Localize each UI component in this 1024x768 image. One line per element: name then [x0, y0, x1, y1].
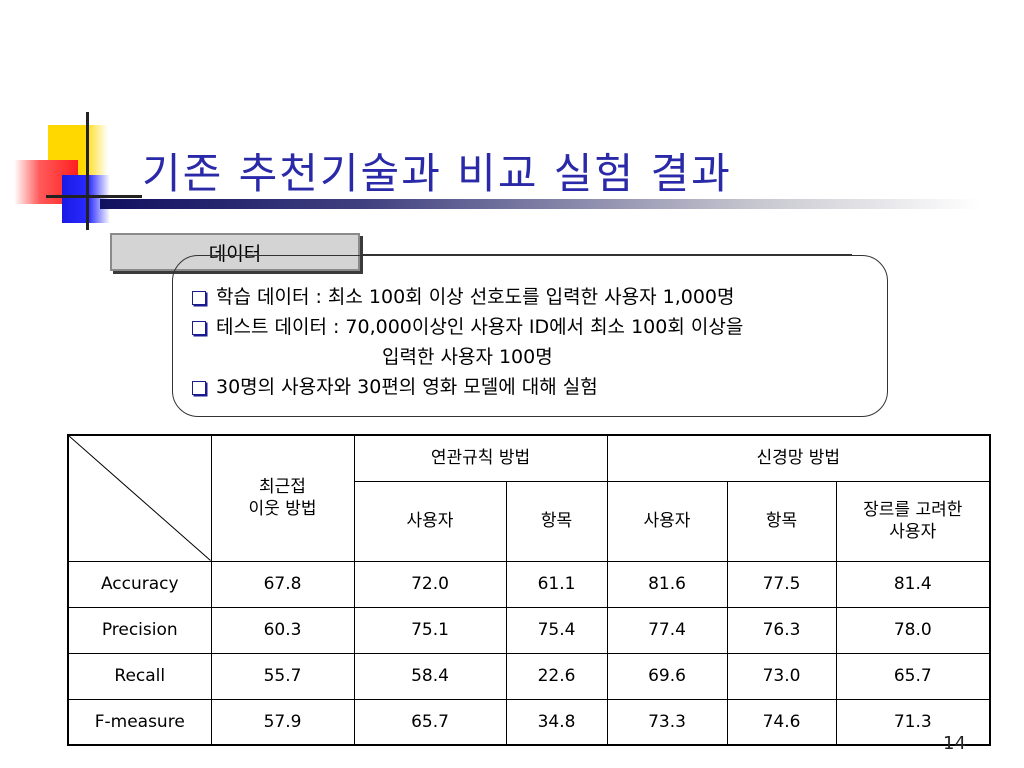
bullet-continuation: 입력한 사용자 100명 [190, 342, 743, 372]
table-cell: 74.6 [726, 698, 837, 746]
table-cell: 22.6 [505, 652, 608, 700]
tab-connector-line [362, 254, 852, 255]
bullet-continuation-text: 입력한 사용자 100명 [382, 346, 553, 368]
col-header-knn-line1: 최근접 [259, 477, 306, 498]
table-cell: 78.0 [835, 606, 991, 654]
page-title: 기존 추천기술과 비교 실험 결과 [142, 149, 732, 198]
table-cell: 71.3 [835, 698, 991, 746]
logo-horizontal-line [46, 195, 142, 198]
data-info-box [172, 255, 888, 417]
bullet-item: 30명의 사용자와 30편의 영화 모델에 대해 실험 [190, 372, 743, 402]
table-cell: 81.6 [606, 560, 728, 608]
checkbox-bullet-icon [192, 381, 206, 395]
col-header-genre-line1: 장르를 고려한 [863, 500, 963, 520]
table-cell: 69.6 [606, 652, 728, 700]
col-header-knn: 최근접 이웃 방법 [210, 434, 355, 562]
table-cell: 73.3 [606, 698, 728, 746]
table-row: Recall 55.7 58.4 22.6 69.6 73.0 65.7 [67, 652, 991, 700]
checkbox-bullet-icon [192, 291, 206, 305]
table-cell: 75.4 [505, 606, 608, 654]
table-cell: 58.4 [353, 652, 507, 700]
table-cell: 55.7 [210, 652, 355, 700]
table-cell: 67.8 [210, 560, 355, 608]
table-cell: 34.8 [505, 698, 608, 746]
logo-vertical-line [86, 112, 89, 230]
table-cell: 73.0 [726, 652, 837, 700]
table-cell: 77.5 [726, 560, 837, 608]
table-cell: 76.3 [726, 606, 837, 654]
row-label: F-measure [67, 698, 212, 746]
bullet-text: 학습 데이터 : 최소 100회 이상 선호도를 입력한 사용자 1,000명 [216, 286, 735, 308]
diagonal-line [69, 436, 211, 561]
table-cell: 75.1 [353, 606, 507, 654]
table-header-row: 최근접 이웃 방법 연관규칙 방법 신경망 방법 [67, 434, 991, 562]
table-cell: 72.0 [353, 560, 507, 608]
col-header-genre-line2: 사용자 [889, 522, 937, 542]
data-bullet-list: 학습 데이터 : 최소 100회 이상 선호도를 입력한 사용자 1,000명 … [190, 282, 743, 402]
bullet-item: 테스트 데이터 : 70,000이상인 사용자 ID에서 최소 100회 이상을 [190, 312, 743, 342]
bullet-item: 학습 데이터 : 최소 100회 이상 선호도를 입력한 사용자 1,000명 [190, 282, 743, 312]
row-label: Accuracy [67, 560, 212, 608]
checkbox-bullet-icon [192, 321, 206, 335]
col-header-genre-user: 장르를 고려한 사용자 [835, 480, 991, 562]
table-cell: 65.7 [353, 698, 507, 746]
table-row: F-measure 57.9 65.7 34.8 73.3 74.6 71.3 [67, 698, 991, 746]
title-underline [100, 199, 980, 209]
col-header-assoc-item: 항목 [505, 480, 608, 562]
table-cell: 65.7 [835, 652, 991, 700]
row-label: Recall [67, 652, 212, 700]
results-table: 최근접 이웃 방법 연관규칙 방법 신경망 방법 사용자 항목 사용자 항목 장… [67, 434, 992, 746]
bullet-text: 테스트 데이터 : 70,000이상인 사용자 ID에서 최소 100회 이상을 [216, 316, 744, 338]
col-header-assoc-user: 사용자 [353, 480, 507, 562]
bullet-text: 30명의 사용자와 30편의 영화 모델에 대해 실험 [216, 376, 598, 398]
table-subheader-row: 사용자 항목 사용자 항목 장르를 고려한 사용자 [68, 480, 991, 562]
data-section-label: 데이터 [208, 242, 262, 265]
col-group-neural: 신경망 방법 [606, 434, 991, 482]
table-row: Precision 60.3 75.1 75.4 77.4 76.3 78.0 [67, 606, 991, 654]
table-corner-cell [67, 434, 212, 562]
table-row: Accuracy 67.8 72.0 61.1 81.6 77.5 81.4 [67, 560, 991, 608]
table-cell: 57.9 [210, 698, 355, 746]
col-group-association: 연관규칙 방법 [353, 434, 608, 482]
table-cell: 81.4 [835, 560, 991, 608]
page-number: 14 [943, 733, 966, 754]
table-cell: 77.4 [606, 606, 728, 654]
row-label: Precision [67, 606, 212, 654]
col-header-neural-item: 항목 [726, 480, 837, 562]
table-cell: 61.1 [505, 560, 608, 608]
table-cell: 60.3 [210, 606, 355, 654]
data-section-tab: 데이터 [110, 233, 360, 271]
col-header-neural-user: 사용자 [606, 480, 728, 562]
col-header-knn-line2: 이웃 방법 [248, 499, 317, 520]
